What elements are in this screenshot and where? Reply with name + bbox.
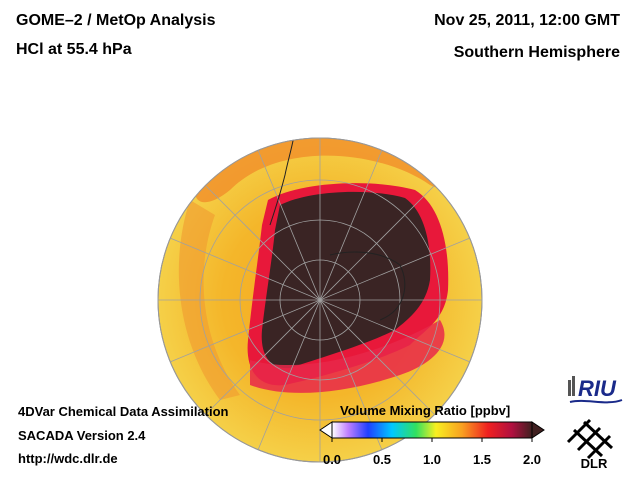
- version-label: SACADA Version 2.4: [18, 428, 146, 443]
- title-quantity: HCl at 55.4 hPa: [16, 41, 132, 58]
- colorbar-tick: 1.5: [472, 452, 492, 467]
- polar-vortex: [261, 191, 431, 369]
- colorbar: [319, 421, 545, 442]
- method-label: 4DVar Chemical Data Assimilation: [18, 404, 229, 419]
- title-instrument: GOME–2 / MetOp Analysis: [16, 12, 216, 29]
- date-label: Nov 25, 2011, 12:00 GMT: [434, 12, 620, 29]
- vortex-streamer: [250, 320, 445, 393]
- colorbar-tick: 1.0: [422, 452, 442, 467]
- colorbar-tick: 0.5: [372, 452, 392, 467]
- colorbar-title: Volume Mixing Ratio [ppbv]: [340, 403, 511, 418]
- left-band: [178, 200, 240, 400]
- riu-logo: RIU: [568, 376, 623, 404]
- colorbar-tick: 0.0: [322, 452, 342, 467]
- dlr-logo: DLR: [566, 418, 614, 470]
- dlr-logo-text: DLR: [581, 456, 608, 470]
- url-link[interactable]: http://wdc.dlr.de: [18, 451, 118, 466]
- riu-logo-text: RIU: [578, 376, 617, 401]
- graticule: [158, 138, 482, 462]
- region-label: Southern Hemisphere: [453, 44, 620, 61]
- colorbar-tick: 2.0: [522, 452, 542, 467]
